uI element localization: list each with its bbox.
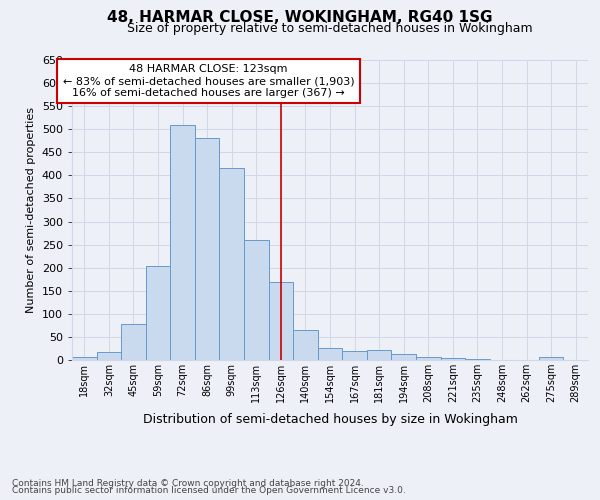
Bar (220, 168, 244, 360)
Text: 48 HARMAR CLOSE: 123sqm
← 83% of semi-detached houses are smaller (1,903)
16% of: 48 HARMAR CLOSE: 123sqm ← 83% of semi-de… (63, 64, 355, 98)
Text: 48, HARMAR CLOSE, WOKINGHAM, RG40 1SG: 48, HARMAR CLOSE, WOKINGHAM, RG40 1SG (107, 10, 493, 25)
Y-axis label: Number of semi-detached properties: Number of semi-detached properties (26, 107, 36, 313)
Bar (195, 138, 220, 360)
Text: Contains public sector information licensed under the Open Government Licence v3: Contains public sector information licen… (12, 486, 406, 495)
Text: Contains HM Land Registry data © Crown copyright and database right 2024.: Contains HM Land Registry data © Crown c… (12, 478, 364, 488)
Bar (539, 357, 563, 360)
Bar (97, 352, 121, 360)
X-axis label: Distribution of semi-detached houses by size in Wokingham: Distribution of semi-detached houses by … (143, 414, 517, 426)
Title: Size of property relative to semi-detached houses in Wokingham: Size of property relative to semi-detach… (127, 22, 533, 35)
Bar (269, 282, 293, 360)
Bar (465, 359, 490, 360)
Bar (367, 350, 391, 360)
Bar (146, 266, 170, 360)
Bar (72, 357, 97, 360)
Bar (121, 324, 146, 360)
Bar (244, 240, 269, 360)
Bar (170, 124, 195, 360)
Bar (342, 351, 367, 360)
Bar (391, 354, 416, 360)
Bar (416, 357, 440, 360)
Bar (318, 348, 342, 360)
Bar (293, 330, 318, 360)
Bar (440, 358, 465, 360)
